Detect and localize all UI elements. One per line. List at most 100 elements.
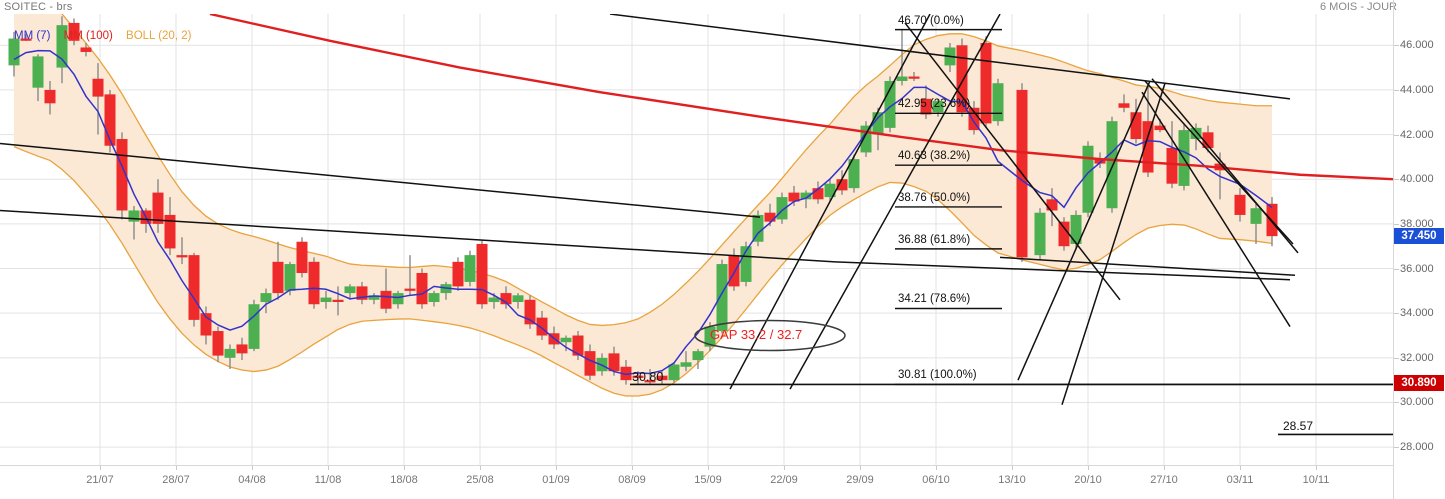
candlestick-body[interactable] [476, 243, 488, 305]
trendline[interactable] [999, 256, 1296, 276]
candlestick-body[interactable] [644, 380, 656, 383]
candlestick-body[interactable] [824, 183, 836, 198]
candlestick-body[interactable] [740, 246, 752, 282]
candlestick-body[interactable] [1250, 208, 1262, 224]
candlestick-body[interactable] [728, 255, 740, 287]
candlestick-body[interactable] [8, 38, 20, 66]
candlestick-body[interactable] [296, 241, 308, 273]
candlestick-body[interactable] [308, 261, 320, 305]
candlestick-body[interactable] [1202, 132, 1214, 148]
candlestick-body[interactable] [656, 375, 668, 381]
candlestick-body[interactable] [908, 76, 920, 79]
candlestick-body[interactable] [812, 188, 824, 200]
candlestick-body[interactable] [68, 22, 80, 41]
trendline[interactable] [0, 142, 761, 218]
candlestick-body[interactable] [620, 366, 632, 381]
candlestick-body[interactable] [452, 261, 464, 287]
candlestick-body[interactable] [1234, 194, 1246, 215]
candlestick-body[interactable] [188, 255, 200, 320]
candlestick-body[interactable] [332, 299, 344, 302]
candlestick-body[interactable] [44, 89, 56, 104]
candlestick-body[interactable] [248, 304, 260, 349]
candlestick-body[interactable] [500, 293, 512, 305]
candlestick-body[interactable] [32, 56, 44, 88]
candlestick-body[interactable] [284, 264, 296, 291]
candlestick-body[interactable] [524, 299, 536, 325]
chart-plot-area[interactable]: MM (7) MM (100) BOLL (20, 2) [0, 14, 1393, 465]
candlestick-body[interactable] [404, 288, 416, 291]
candlestick-body[interactable] [260, 293, 272, 303]
gap-ellipse[interactable] [694, 319, 846, 352]
candlestick-body[interactable] [224, 348, 236, 358]
trendline[interactable] [1017, 80, 1151, 381]
candlestick-body[interactable] [896, 76, 908, 81]
trendline[interactable] [789, 14, 1001, 390]
last-price-badge[interactable]: 37.450 [1394, 228, 1444, 245]
candlestick-body[interactable] [56, 25, 68, 68]
legend-mm7[interactable]: MM (7) [14, 30, 51, 42]
prev-close-badge[interactable]: 30.890 [1394, 374, 1444, 391]
candlestick-body[interactable] [176, 255, 188, 258]
candlestick-body[interactable] [536, 317, 548, 336]
candlestick-body[interactable] [764, 212, 776, 222]
candlestick-body[interactable] [380, 290, 392, 309]
candlestick-body[interactable] [776, 197, 788, 220]
candlestick-body[interactable] [200, 313, 212, 336]
candlestick-body[interactable] [1070, 214, 1082, 244]
candlestick-body[interactable] [560, 337, 572, 343]
candlestick-body[interactable] [1058, 221, 1070, 247]
candlestick-body[interactable] [428, 293, 440, 303]
candlestick-body[interactable] [692, 351, 704, 361]
candlestick-body[interactable] [668, 364, 680, 381]
candlestick-body[interactable] [932, 101, 944, 113]
candlestick-body[interactable] [212, 331, 224, 356]
candlestick-body[interactable] [1094, 159, 1106, 164]
candlestick-body[interactable] [884, 80, 896, 128]
candlestick-body[interactable] [236, 344, 248, 354]
candlestick-body[interactable] [356, 286, 368, 300]
legend-boll[interactable]: BOLL (20, 2) [126, 30, 192, 42]
candlestick-body[interactable] [1046, 199, 1058, 211]
trendline[interactable] [904, 22, 1121, 301]
candlestick-body[interactable] [1166, 147, 1178, 184]
legend-mm100[interactable]: MM (100) [63, 30, 113, 42]
candlestick-body[interactable] [464, 255, 476, 282]
candlestick-body[interactable] [572, 335, 584, 356]
candlestick-body[interactable] [164, 214, 176, 249]
candlestick-body[interactable] [92, 78, 104, 97]
trendline[interactable] [729, 14, 931, 390]
candlestick-body[interactable] [1142, 121, 1154, 173]
candlestick-body[interactable] [1130, 112, 1142, 140]
candlestick-body[interactable] [584, 351, 596, 376]
candlestick-body[interactable] [272, 261, 284, 294]
price-axis[interactable]: 46.000 44.000 42.000 40.000 38.000 36.000 34.0… [1393, 0, 1445, 499]
candlestick-body[interactable] [980, 43, 992, 124]
candlestick-body[interactable] [116, 139, 128, 211]
candlestick-body[interactable] [1154, 125, 1166, 131]
candlestick-body[interactable] [344, 286, 356, 294]
candlestick-body[interactable] [1190, 127, 1202, 140]
candlestick-body[interactable] [800, 192, 812, 200]
date-axis[interactable]: 21/07 28/07 04/08 11/08 18/08 25/08 01/09 08/09… [0, 465, 1393, 499]
candlestick-body[interactable] [512, 295, 524, 303]
candlestick-body[interactable] [968, 107, 980, 131]
candlestick-body[interactable] [956, 45, 968, 113]
trendline[interactable] [609, 14, 1291, 100]
trendline[interactable] [1151, 78, 1299, 254]
candlestick-body[interactable] [608, 353, 620, 372]
trendline[interactable] [0, 209, 836, 263]
trendline[interactable] [1141, 91, 1291, 327]
candlestick-body[interactable] [836, 179, 848, 191]
candlestick-body[interactable] [1082, 145, 1094, 213]
trendline[interactable] [834, 261, 1291, 281]
candlestick-body[interactable] [1106, 121, 1118, 209]
candlestick-body[interactable] [632, 375, 644, 378]
candlestick-body[interactable] [104, 94, 116, 146]
candlestick-body[interactable] [860, 125, 872, 153]
candlestick-body[interactable] [1118, 103, 1130, 108]
candlestick-body[interactable] [80, 47, 92, 52]
candlestick-body[interactable] [680, 362, 692, 367]
candlestick-body[interactable] [992, 83, 1004, 122]
candlestick-body[interactable] [392, 293, 404, 305]
candlestick-body[interactable] [920, 98, 932, 115]
